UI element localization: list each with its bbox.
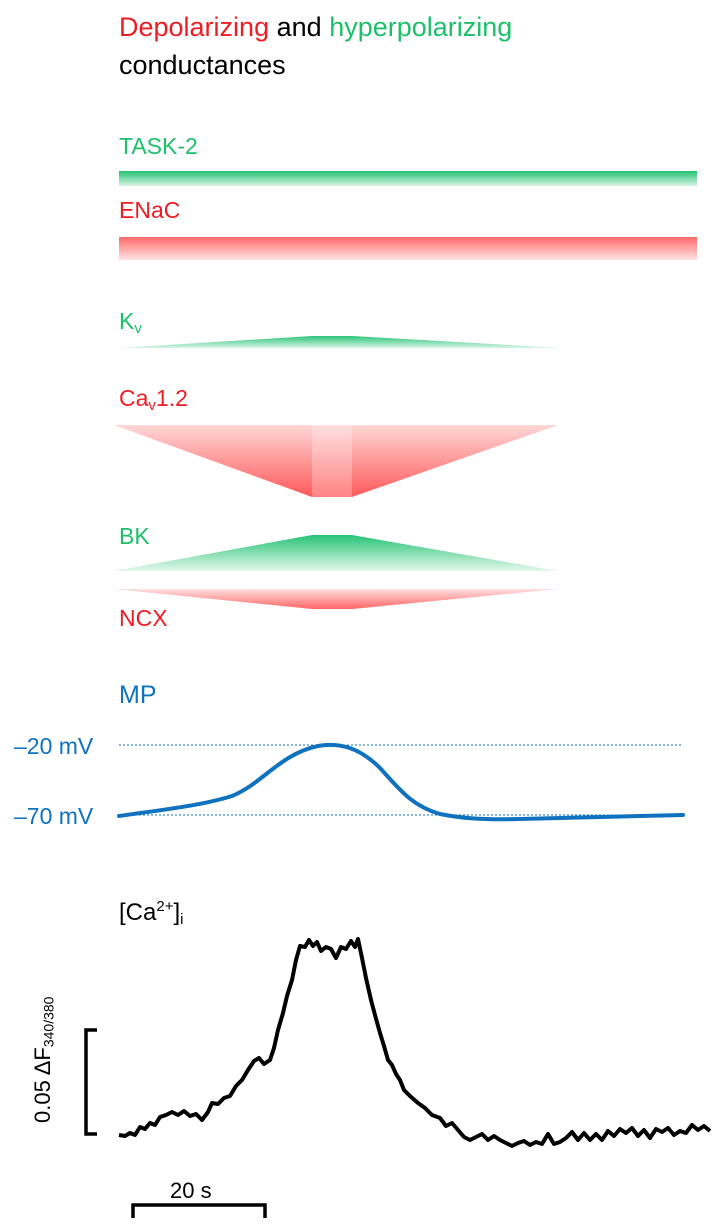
kv-shape [119, 336, 560, 348]
label-kv: Kv [119, 308, 142, 342]
title-depolarizing: Depolarizing [119, 12, 270, 42]
cav-shape [114, 425, 558, 497]
mp-level-high: –20 mV [14, 733, 94, 759]
scale-bar-x [131, 1203, 267, 1218]
bk-shape [114, 535, 558, 571]
title-conductances: conductances [119, 50, 286, 80]
label-cav: Cav1.2 [119, 385, 188, 419]
ca-label-sub: i [180, 910, 184, 928]
cav-center-band [312, 425, 352, 497]
scale-bar-x-label: 20 s [170, 1178, 212, 1203]
ca-label-close: ] [173, 899, 181, 926]
task2-bar [119, 171, 697, 186]
ca-label-base: [Ca [119, 899, 157, 926]
label-cav-base: Ca [119, 385, 149, 411]
calcium-trace [118, 937, 712, 1148]
label-mp: MP [119, 681, 157, 709]
label-bk: BK [119, 523, 150, 549]
mp-level-low: –70 mV [14, 803, 94, 829]
title-and: and [276, 12, 322, 42]
label-cav-suffix: 1.2 [155, 385, 188, 411]
label-ncx: NCX [119, 605, 168, 631]
label-task2: TASK-2 [119, 133, 198, 159]
label-kv-base: K [119, 308, 135, 334]
figure-title: Depolarizing and hyperpolarizing conduct… [119, 8, 512, 84]
ca-label-sup: 2+ [156, 898, 174, 915]
label-kv-sub: v [134, 319, 142, 337]
scale-bar-y [84, 1028, 97, 1136]
ncx-shape [114, 589, 558, 609]
title-hyperpolarizing: hyperpolarizing [329, 12, 513, 42]
label-enac: ENaC [119, 197, 181, 223]
label-cav-sub: v [148, 396, 156, 414]
enac-bar [119, 237, 697, 260]
label-calcium: [Ca2+]i [119, 898, 183, 928]
mp-trace [117, 742, 685, 822]
